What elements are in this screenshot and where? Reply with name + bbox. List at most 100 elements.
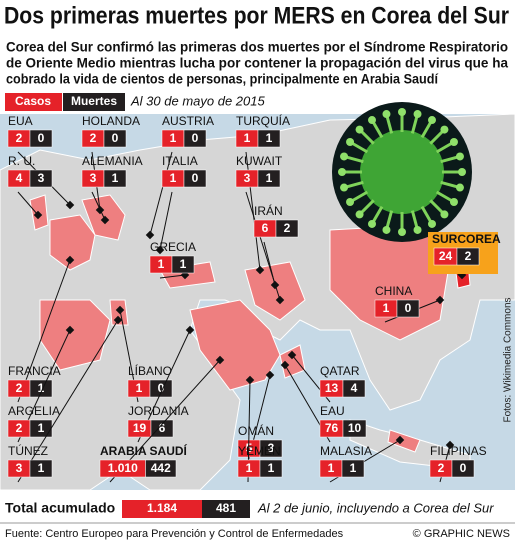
- deaths-box: [149, 379, 173, 398]
- total-cases-box: [122, 500, 202, 518]
- virus-spike: [359, 129, 375, 145]
- deaths-box: [342, 419, 367, 438]
- country-name: EUA: [8, 114, 33, 128]
- country-name: QATAR: [320, 364, 360, 378]
- deaths-box: [259, 439, 283, 458]
- deaths-value: 0: [38, 131, 45, 145]
- country-name: TÚNEZ: [8, 443, 48, 458]
- virus-spike-tip: [340, 152, 349, 161]
- deaths-value: 2: [465, 249, 472, 263]
- leader-dot: [65, 325, 75, 335]
- deaths-value: 6: [159, 421, 166, 435]
- virus-spike-tip: [398, 108, 406, 116]
- virus-spike-tip: [368, 116, 376, 125]
- country-name: YEMEN: [238, 444, 281, 458]
- cases-value: 3: [16, 461, 23, 475]
- deaths-value: 1: [38, 421, 45, 435]
- deaths-value: 1: [112, 171, 119, 185]
- leader-dot: [215, 355, 225, 365]
- deaths-value: 3: [38, 171, 45, 185]
- country-name: ARABIA SAUDÍ: [100, 443, 188, 458]
- country-name: EAU: [320, 404, 345, 418]
- country-name: LÍBANO: [128, 363, 172, 378]
- cases-value: 1.010: [108, 461, 138, 475]
- country-area: [279, 344, 306, 379]
- cases-value: 1: [244, 131, 251, 145]
- cases-value: 3: [244, 171, 251, 185]
- deaths-value: 4: [351, 381, 358, 395]
- deaths-box: [145, 459, 177, 478]
- virus-spike: [429, 129, 445, 145]
- deaths-box: [29, 129, 53, 148]
- virus-spike-tip: [346, 198, 355, 206]
- deaths-box: [183, 129, 207, 148]
- leader-dot: [435, 295, 445, 305]
- virus-spike-tip: [355, 125, 364, 134]
- virus-spike: [371, 205, 384, 223]
- virus-spike: [385, 210, 394, 229]
- virus-spike-tip: [413, 225, 422, 234]
- leader-line: [91, 191, 106, 221]
- cases-value: 2: [16, 421, 23, 435]
- deaths-value: 1: [180, 257, 187, 271]
- cases-value: 2: [438, 461, 445, 475]
- cases-value: 1: [170, 171, 177, 185]
- virus-spike-tip: [428, 116, 436, 125]
- virus-spike-tip: [346, 138, 355, 146]
- cases-value: 24: [439, 249, 453, 263]
- country-name: MALASIA: [320, 444, 372, 458]
- leader-dot: [395, 435, 405, 445]
- deaths-box: [396, 299, 420, 318]
- leader-dot: [185, 325, 195, 335]
- country-name: GRECIA: [150, 240, 196, 254]
- virus-spike: [371, 121, 384, 139]
- source: Fuente: Centro Europeo para Prevención y…: [5, 528, 344, 540]
- subtitle-line: Corea del Sur confirmó las primeras dos …: [6, 39, 508, 55]
- cases-value: 1: [136, 381, 143, 395]
- deaths-box: [103, 169, 127, 188]
- country-name: TURQUÍA: [236, 113, 290, 128]
- deaths-value: 3: [268, 441, 275, 455]
- cases-value: 1: [328, 461, 335, 475]
- leader-line: [17, 191, 39, 216]
- subtitle-line: de Oriente Medio mientras lucha por cont…: [6, 55, 508, 71]
- leader-dot: [33, 210, 43, 220]
- leader-line: [17, 259, 71, 403]
- leader-dot: [280, 360, 290, 370]
- cases-value: 3: [90, 171, 97, 185]
- cases-value: 2: [90, 131, 97, 145]
- deaths-value: 2: [284, 221, 291, 235]
- deaths-value: 0: [460, 461, 467, 475]
- legend-cases: Casos: [15, 94, 51, 108]
- deaths-box: [171, 255, 195, 274]
- virus-spike: [345, 180, 364, 189]
- cases-value: 1: [246, 461, 253, 475]
- country-area: [244, 261, 306, 321]
- leader-line: [17, 319, 119, 483]
- deaths-value: 0: [158, 381, 165, 395]
- cases-value: 19: [133, 421, 147, 435]
- country-name: IRÁN: [254, 203, 283, 218]
- country-area: [49, 214, 96, 271]
- leader-dot: [145, 230, 155, 240]
- virus-spike: [351, 141, 369, 154]
- deaths-box: [29, 169, 53, 188]
- cases-value: 1: [158, 257, 165, 271]
- virus-spike-tip: [455, 183, 464, 192]
- deaths-box: [456, 247, 480, 266]
- virus-spike-tip: [355, 210, 364, 219]
- leader-dot: [287, 350, 297, 360]
- virus-spike-tip: [398, 228, 406, 236]
- total-deaths: 481: [216, 501, 236, 515]
- copyright: © GRAPHIC NEWS: [413, 528, 510, 540]
- deaths-value: 442: [151, 461, 171, 475]
- cases-value: 4: [16, 171, 23, 185]
- virus-spike: [420, 205, 433, 223]
- virus-spike: [440, 180, 459, 189]
- total-cases: 1.184: [147, 501, 177, 515]
- leader-dot: [115, 305, 125, 315]
- cases-value: 13: [325, 381, 339, 395]
- country-name: JORDANIA: [128, 404, 189, 418]
- virus-spike: [420, 121, 433, 139]
